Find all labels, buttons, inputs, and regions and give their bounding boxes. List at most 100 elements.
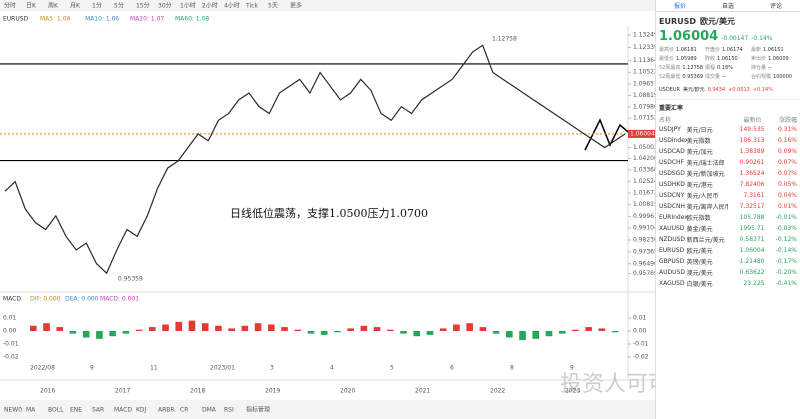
toolbar-item[interactable]: 30分 <box>158 2 172 10</box>
macd-bar <box>360 325 368 331</box>
quote-row[interactable]: USDIndex 美元指数 106.313 0.16% <box>656 135 800 146</box>
quote-row[interactable]: USDJPY 美元/日元 149.535 0.31% <box>656 124 800 135</box>
macd-bar <box>334 331 341 333</box>
code: USDCHF <box>659 159 684 166</box>
y-tick-label: 0.99961 <box>633 213 655 220</box>
macd-bar <box>413 331 421 337</box>
pct: -0.14% <box>751 35 773 42</box>
code: GBPUSD <box>659 258 685 265</box>
pct: -0.14% <box>775 247 797 254</box>
sub-item: 0.9434 <box>707 87 726 93</box>
toolbar <box>0 0 655 11</box>
toolbar-item[interactable]: 4小时 <box>224 2 240 10</box>
name: 美元/离岸人民币 <box>686 204 728 211</box>
indicator-tab[interactable]: ENE <box>70 407 82 414</box>
x-tick-label: 2023 <box>565 388 580 395</box>
name: 美元/日元 <box>686 127 713 134</box>
x-tick-label: 2023/01 <box>210 365 235 372</box>
stat: 最高价 1.06181 <box>659 46 705 53</box>
toolbar-item[interactable]: 15分 <box>136 2 150 10</box>
y-tick-label: 1.00815 <box>633 201 655 208</box>
toolbar-item[interactable]: 周K <box>48 3 59 10</box>
stat-value: 1.05989 <box>676 56 697 62</box>
indicator-tab[interactable]: KDJ <box>136 407 147 414</box>
indicator-tab[interactable]: NEW0 <box>4 407 22 414</box>
stat: 合约规模 100000 <box>751 73 797 80</box>
col-header: 涨跌幅 <box>778 117 797 124</box>
stat-value: 0.18% <box>717 65 733 71</box>
toolbar-item[interactable]: 月K <box>70 3 81 10</box>
toolbar-item[interactable]: 5天 <box>268 3 278 10</box>
name: 美元/人民币 <box>686 193 719 200</box>
quote-row[interactable]: XAGUSD 白银/美元 23.225 -0.41% <box>656 278 800 289</box>
x-tick-label: 8 <box>510 365 514 372</box>
price: 23.225 <box>743 280 765 287</box>
toolbar-item[interactable]: 日K <box>26 3 37 10</box>
quote-row[interactable]: USDHKD 美元/港元 7.82406 0.05% <box>656 179 800 190</box>
x-tick-label: 11 <box>150 365 158 372</box>
macd-bar <box>241 325 249 331</box>
quote-row[interactable]: XAUUSD 黄金/美元 1995.71 -0.03% <box>656 223 800 234</box>
quote-row[interactable]: EURUSD 欧元/美元 1.06004 -0.14% <box>656 245 800 256</box>
indicator-tab[interactable]: CR <box>180 407 188 414</box>
toolbar-item[interactable]: 1分 <box>92 2 102 10</box>
indicator-tab[interactable]: MA <box>26 407 36 414</box>
code: AUDUSD <box>659 269 685 276</box>
stat: 成交量 -- <box>705 73 751 80</box>
quote-row[interactable]: EURIndex 欧元指数 105.788 -0.01% <box>656 212 800 223</box>
bottom-bar <box>0 400 655 419</box>
toolbar-item[interactable]: 2小时 <box>202 2 218 10</box>
indicator-tab[interactable]: RSI <box>224 407 234 414</box>
quote-row[interactable]: GBPUSD 英镑/美元 1.21480 -0.17% <box>656 256 800 267</box>
toolbar-item[interactable]: 1小时 <box>180 2 196 10</box>
toolbar-item[interactable]: Tick <box>245 3 258 10</box>
quote-row[interactable]: AUDUSD 澳元/美元 0.63622 -0.20% <box>656 267 800 278</box>
quote-row[interactable]: USDCNH 美元/离岸人民币 7.32517 0.01% <box>656 201 800 212</box>
indicator-tab[interactable]: BOLL <box>48 407 64 414</box>
indicator-tab[interactable]: DMA <box>202 407 217 414</box>
y-tick-label: 0.99104 <box>633 225 655 232</box>
drawn-arrow <box>584 118 629 151</box>
toolbar-item[interactable]: 更多 <box>290 2 302 10</box>
indicator-tab[interactable]: 指标管理 <box>246 406 270 414</box>
macd-legend: MACD: 0.001 <box>100 296 139 303</box>
quote-row[interactable]: USDCHF 美元/瑞士法郎 0.90261 0.07% <box>656 157 800 168</box>
y-tick-label: 1.07980 <box>633 103 655 110</box>
x-tick-label: 2018 <box>190 388 205 395</box>
macd-bar <box>69 331 77 334</box>
pct: 0.09% <box>777 148 797 155</box>
pct: 0.05% <box>777 181 797 188</box>
pct: 0.31% <box>777 126 797 133</box>
price: 149.535 <box>739 126 765 133</box>
macd-bar <box>56 327 64 331</box>
tab[interactable]: 评论 <box>769 3 782 10</box>
price: 105.788 <box>739 214 765 221</box>
stat-label: 合约规模 <box>751 74 772 80</box>
annotation: 日线低位震荡，支撑1.0500压力1.0700 <box>230 206 428 220</box>
macd-bar <box>519 331 526 341</box>
indicator-tab[interactable]: SAR <box>92 407 104 414</box>
quote-panel: 报价 自选 评论 EURUSD 欧元/美元 1.06004 -0.00147 -0.14% 最高… <box>655 0 800 419</box>
stat-label: 卖出价 <box>751 56 767 62</box>
name: 美元/新加坡元 <box>686 171 725 178</box>
indicator-tab[interactable]: ARBR <box>158 407 175 414</box>
macd-bar <box>439 328 447 331</box>
name: 欧元指数 <box>686 215 711 222</box>
price: 1.21480 <box>739 258 765 265</box>
quote-row[interactable]: USDSGD 美元/新加坡元 1.36524 0.07% <box>656 168 800 179</box>
tab[interactable]: 自选 <box>721 3 734 10</box>
toolbar-item[interactable]: 分时 <box>4 2 16 10</box>
toolbar-item[interactable]: 5分 <box>114 2 124 10</box>
macd-bar <box>228 328 235 331</box>
low-label: 0.95359 <box>118 276 143 283</box>
x-tick-label: 6 <box>450 365 454 372</box>
indicator-tab[interactable]: MACD <box>114 407 132 414</box>
macd-bar <box>320 331 328 335</box>
quote-row[interactable]: USDCAD 美元/加元 1.38389 0.09% <box>656 146 800 157</box>
quote-row[interactable]: NZDUSD 新西兰元/美元 0.58371 -0.12% <box>656 234 800 245</box>
stat-label: 52周最低 <box>659 74 681 80</box>
legend-item: MA20: 1.07 <box>130 16 164 23</box>
quote-row[interactable]: USDCNY 美元/人民币 7.3161 0.04% <box>656 190 800 201</box>
tab[interactable]: 报价 <box>673 3 686 10</box>
y-tick-label-left: -0.01 <box>3 341 19 348</box>
